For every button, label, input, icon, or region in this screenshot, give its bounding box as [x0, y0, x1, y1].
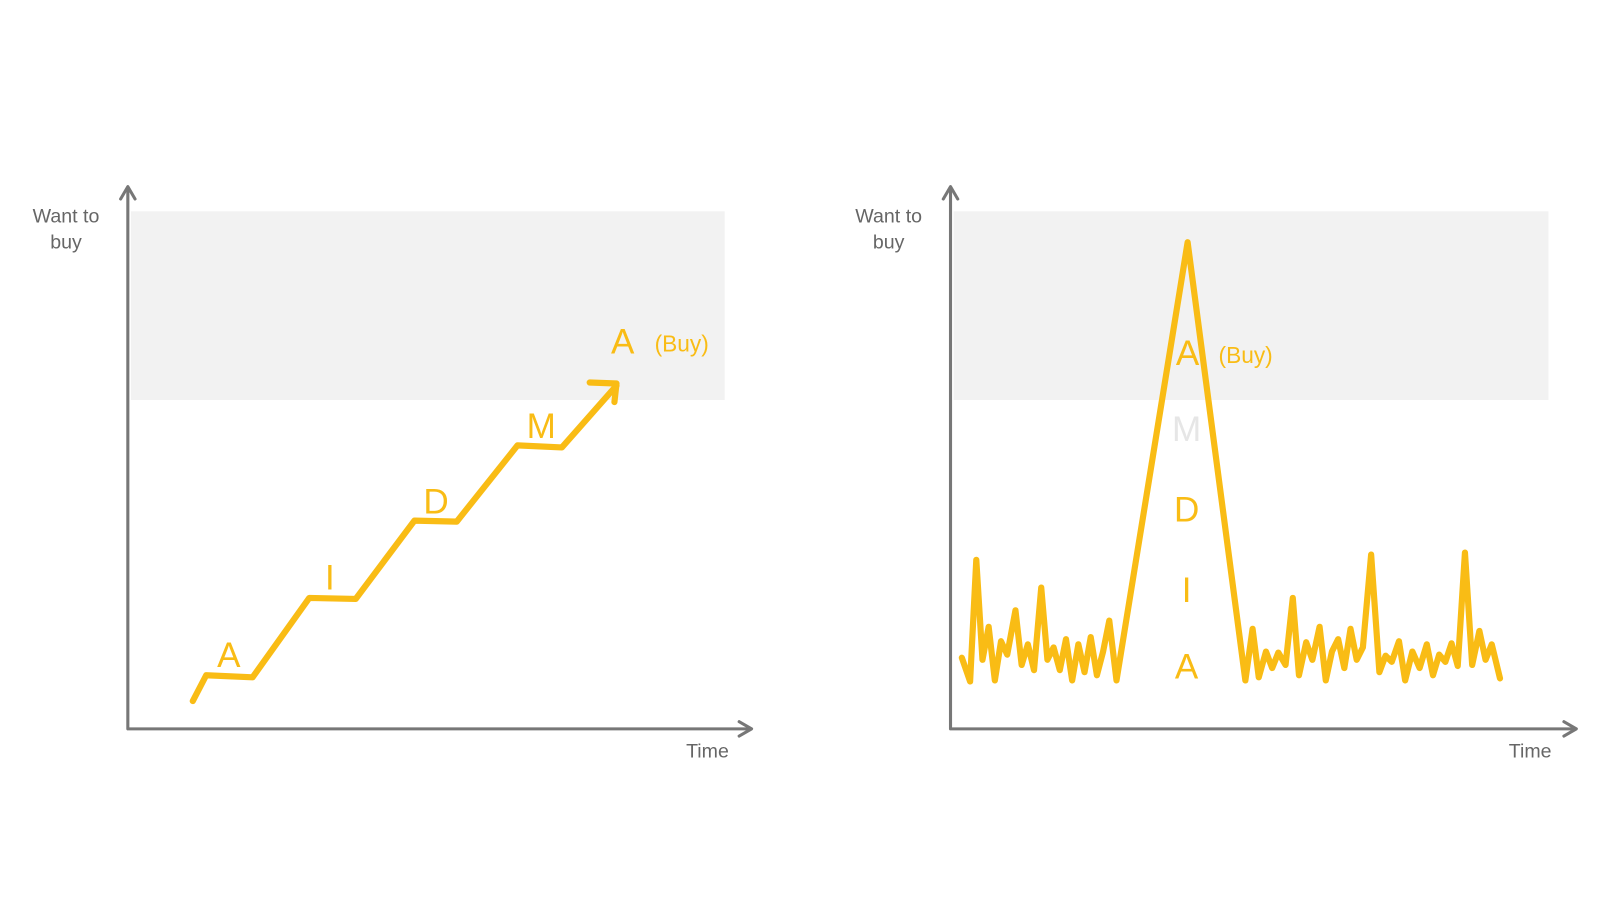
target-zone: [953, 211, 1549, 400]
stage-label: A: [611, 323, 635, 362]
buy-note: (Buy): [655, 331, 709, 357]
stage-label: I: [1182, 571, 1192, 610]
stage-label: A: [1176, 334, 1200, 373]
stage-label: D: [423, 482, 448, 521]
y-axis-label: buy: [873, 231, 905, 253]
journey-lines: [189, 239, 1504, 705]
y-axis-label: buy: [50, 231, 82, 253]
stage-label: A: [217, 636, 241, 675]
x-axis-label: Time: [686, 741, 729, 763]
target-zone: [130, 211, 725, 400]
stage-label: M: [527, 407, 556, 446]
y-axis-label: Want to: [33, 206, 100, 228]
buy-note: (Buy): [1219, 342, 1273, 368]
axes: [119, 185, 1578, 738]
stage-label: A: [1175, 647, 1199, 686]
y-axis-label: Want to: [855, 206, 922, 228]
stage-label: D: [1174, 491, 1199, 530]
x-axis-label: Time: [1509, 741, 1552, 763]
stage-label: I: [325, 559, 335, 598]
stage-label: M: [1172, 410, 1201, 449]
